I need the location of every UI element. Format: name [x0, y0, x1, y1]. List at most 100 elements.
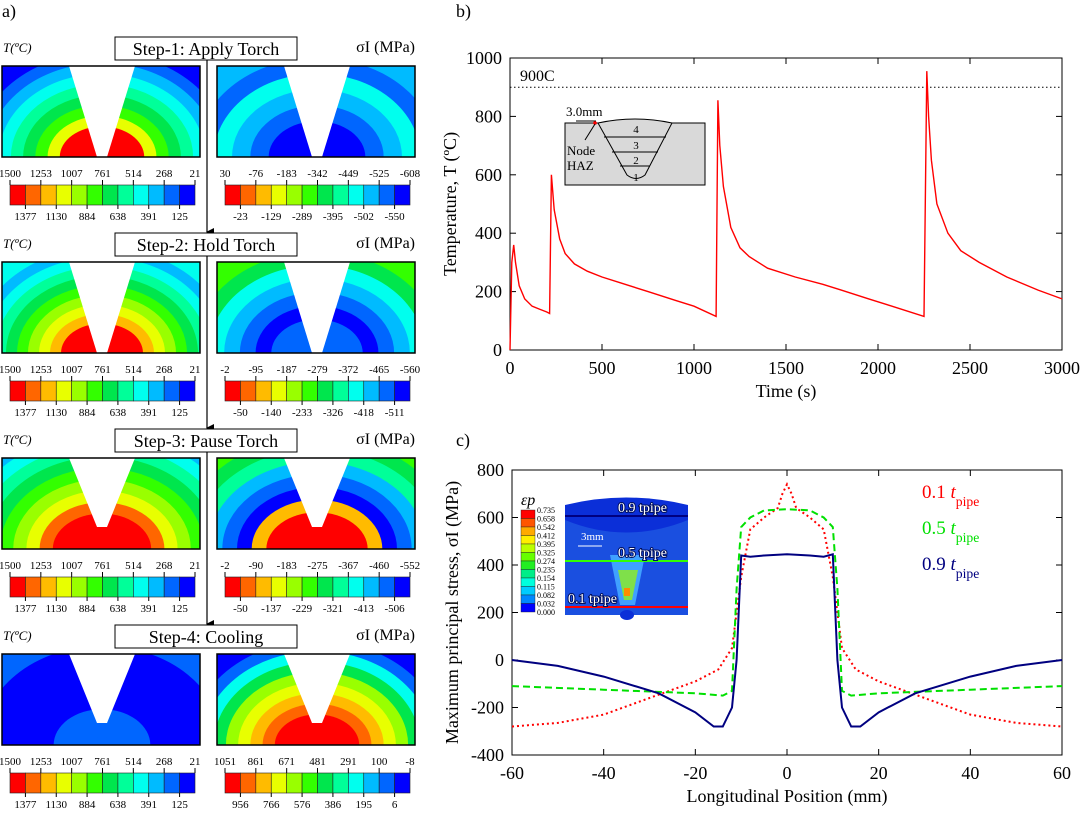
strain-contour-inset: 0.9 tpipe 0.5 tpipe 0.1 tpipe 3mm εp0.7350.6… [520, 492, 688, 620]
temperature-contour-plot [2, 66, 200, 157]
panel-border [216, 261, 416, 354]
colorbar-cell [270, 772, 287, 794]
colorbar-label: 125 [171, 603, 188, 615]
colorbar-cell [133, 772, 150, 794]
colorbar-cell [179, 184, 196, 206]
colorbar-label: -342 [307, 168, 327, 180]
stress-colorbar: 1051 861 671 481 291 100 -8 956 766 576 386 195 6 [214, 756, 415, 811]
colorbar-label: 1130 [45, 407, 67, 419]
colorbar-label: 1500 [0, 364, 22, 376]
colorbar-label: 1377 [14, 211, 37, 223]
colorbar-label: 1500 [0, 168, 22, 180]
colorbar-cell [86, 184, 103, 206]
colorbar-label: 268 [156, 364, 173, 376]
colorbar-cell [348, 184, 365, 206]
step-title: Step-1: Apply Torch [133, 39, 279, 59]
colorbar-label: -50 [233, 407, 248, 419]
colorbar-label: 861 [248, 756, 265, 768]
colorbar-cell [148, 576, 165, 598]
colorbar-cell [179, 772, 196, 794]
colorbar-cell [71, 380, 88, 402]
colorbar-cell [133, 380, 150, 402]
colorbar-cell [25, 184, 42, 206]
colorbar-cell [363, 380, 380, 402]
step-title-box [114, 232, 298, 257]
colorbar-label: -23 [233, 211, 248, 223]
stress-unit-label: σI (MPa) [356, 39, 415, 56]
colorbar-label: -90 [248, 560, 263, 572]
y-axis-label: Maximum principal stress, σI (MPa) [442, 481, 463, 744]
contour-band [53, 709, 151, 745]
colorbar-label: 1130 [45, 603, 67, 615]
colorbar-label: -525 [369, 168, 390, 180]
stress-unit-label: σI (MPa) [356, 235, 415, 252]
colorbar-label: 884 [79, 603, 96, 615]
panel-border [216, 457, 416, 550]
temperature-unit-label: T(ºC) [3, 432, 32, 447]
colorbar-cell [179, 576, 196, 598]
step-title: Step-2: Hold Torch [137, 235, 275, 255]
colorbar-label: -326 [323, 407, 344, 419]
colorbar-cell [86, 576, 103, 598]
colorbar-cell [224, 184, 241, 206]
pass-label: 4 [633, 124, 639, 136]
colorbar-label: 1377 [14, 407, 37, 419]
temperature-contour-plot [2, 262, 200, 353]
weld-groove [69, 458, 135, 527]
weld-bead [311, 540, 323, 549]
colorbar-cell [394, 184, 411, 206]
colorbar-label: -465 [369, 364, 390, 376]
inset-colorbar-label: 0.412 [537, 532, 555, 541]
y-tick-label: 800 [477, 460, 504, 480]
colorbar-label: -560 [400, 364, 421, 376]
colorbar-cell [40, 184, 57, 206]
colorbar-cell [363, 772, 380, 794]
inset-colorbar-cell [520, 603, 536, 613]
panel-label-b: b) [456, 1, 471, 22]
colorbar-label: 1130 [45, 799, 67, 811]
temperature-colorbar: 1500 1253 1007 761 514 268 21 1377 1130 884 638 391… [0, 560, 201, 615]
colorbar-label: 1007 [61, 168, 84, 180]
colorbar-label: -50 [233, 603, 248, 615]
inset-hotspot [624, 588, 630, 596]
inset-colorbar-cell [520, 535, 536, 545]
colorbar-cell [348, 380, 365, 402]
colorbar-label: 1253 [30, 364, 53, 376]
colorbar-label: -275 [307, 560, 328, 572]
x-tick-label: 0 [506, 358, 515, 378]
colorbar-cell [40, 576, 57, 598]
colorbar-label: -140 [261, 407, 282, 419]
panel-border [216, 653, 416, 746]
colorbar-label: 195 [356, 799, 373, 811]
colorbar-label: 391 [141, 211, 158, 223]
stress-colorbar: -2 -90 -183 -275 -367 -460 -552 -50 -137 -229 -321… [220, 560, 420, 615]
colorbar-label: 125 [171, 407, 188, 419]
colorbar-label: -321 [323, 603, 343, 615]
colorbar-cell [394, 576, 411, 598]
colorbar-cell [301, 184, 318, 206]
colorbar-label: -550 [384, 211, 405, 223]
stress-colorbar: 30 -76 -183 -342 -449 -525 -608 -23 -129 -289 -395… [220, 168, 421, 223]
colorbar-label: -608 [400, 168, 421, 180]
colorbar-cell [332, 380, 349, 402]
weld-bead [311, 736, 323, 745]
colorbar-label: 1051 [214, 756, 236, 768]
colorbar-label: 761 [94, 756, 111, 768]
colorbar-cell [55, 576, 72, 598]
stress-contour-plot [217, 654, 415, 745]
panel-label-c: c) [456, 430, 470, 451]
x-tick-label: 60 [1053, 763, 1071, 783]
step-title-box [114, 36, 298, 61]
colorbar-cell [9, 380, 26, 402]
colorbar-label: 638 [110, 799, 127, 811]
contour-band [52, 513, 152, 549]
colorbar-cell [317, 576, 334, 598]
colorbar-cell [224, 576, 241, 598]
y-tick-label: 200 [477, 603, 504, 623]
colorbar-cell [240, 576, 257, 598]
colorbar-cell [25, 772, 42, 794]
colorbar-label: 21 [190, 168, 201, 180]
colorbar-label: -233 [292, 407, 313, 419]
